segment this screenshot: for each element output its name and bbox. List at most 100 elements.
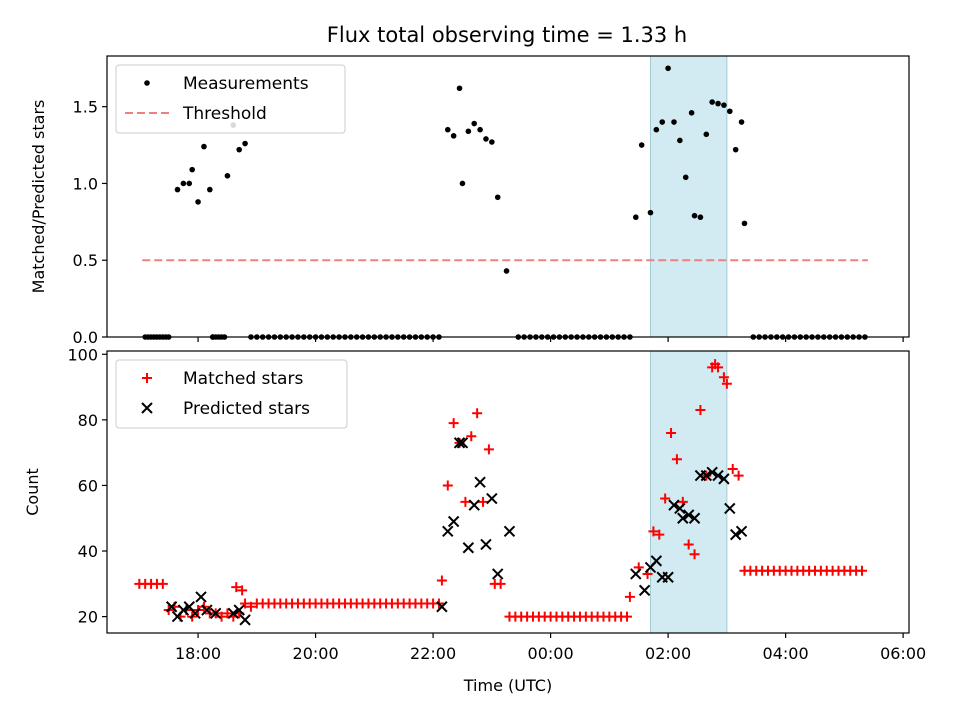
y-tick-label: 40 [78,542,98,561]
data-point [222,608,233,619]
chart-title: Flux total observing time = 1.33 h [327,23,687,47]
data-point [492,568,504,580]
y-axis-label: Count [23,468,42,516]
data-point [165,601,178,613]
data-point [721,102,727,108]
data-point [201,143,207,150]
x-tick-label: 18:00 [175,644,221,663]
data-point [666,427,677,438]
data-point [239,614,251,626]
data-point [480,538,492,551]
data-point [653,126,660,133]
data-point [236,146,242,153]
legend: Matched stars Predicted stars [115,359,348,429]
data-point [478,496,489,507]
data-point [242,140,248,147]
y-tick-label: 60 [78,476,98,495]
data-point [697,214,704,221]
data-point [477,126,483,133]
data-point [486,492,498,505]
data-point [713,362,724,373]
data-point [665,65,671,72]
data-point [856,565,867,576]
data-point [233,604,245,616]
legend: Measurements Threshold [115,64,346,134]
data-point [695,405,706,416]
top-panel: 0.0 0.5 1.0 1.5 Matched/Predicted stars Measu… [29,55,910,347]
data-point [689,549,700,560]
legend-label: Predicted stars [183,399,310,419]
legend-box [115,64,346,134]
series-predicted-stars [165,437,748,626]
x-tick-label: 20:00 [293,644,339,663]
data-point [688,512,701,524]
legend-label: Matched stars [183,369,303,389]
data-point [638,584,651,597]
data-point [456,85,463,92]
data-point [703,131,710,138]
data-point [706,466,718,479]
data-point [668,499,680,511]
y-tick-label: 100 [67,345,98,364]
data-point [715,100,721,107]
data-point [662,571,674,583]
data-point [624,591,635,602]
data-point [621,611,632,622]
data-point [459,180,466,187]
data-point [195,591,207,603]
data-point [654,529,665,540]
data-point [718,372,729,383]
data-point [209,607,222,620]
data-point [174,186,181,193]
data-point [650,555,663,567]
y-axis-label: Matched/Predicted stars [29,100,48,294]
data-point [671,119,677,125]
data-point [245,601,256,612]
data-point [718,473,730,485]
data-point [648,526,659,537]
data-point [738,119,745,125]
data-point [201,604,213,616]
x-tick-label: 02:00 [645,644,691,663]
data-point [465,128,472,135]
data-point [700,469,713,482]
data-point [207,186,213,193]
data-point [231,582,242,593]
legend-label: Measurements [183,74,309,94]
data-point [466,431,477,442]
data-point [682,509,695,521]
data-point [729,528,742,541]
data-point [741,220,748,227]
data-point [677,512,689,524]
data-point [660,493,671,504]
data-point [659,119,666,125]
data-point [682,174,689,181]
data-point [721,378,732,389]
data-point [460,496,471,507]
data-point [677,137,683,144]
data-point [503,268,510,274]
data-point [483,136,489,142]
data-point [436,575,447,586]
x-tick-label: 04:00 [763,644,809,663]
highlight-span [649,350,728,634]
data-point [240,598,251,609]
data-point [472,408,483,419]
legend-marker-plus [142,373,152,383]
axes-frame [106,350,910,634]
data-point [727,464,738,475]
data-point [447,515,460,528]
y-tick-label: 20 [78,608,98,627]
data-point [638,142,645,148]
data-point [674,502,686,515]
data-point [157,578,168,589]
data-point [189,607,201,620]
data-point [468,499,480,511]
legend-label: Threshold [182,104,267,124]
data-point [471,120,478,127]
y-tick-label: 1.0 [73,174,98,193]
data-point [442,480,453,491]
data-point [630,568,642,580]
highlight-span [649,55,728,338]
x-tick-label: 00:00 [528,644,574,663]
